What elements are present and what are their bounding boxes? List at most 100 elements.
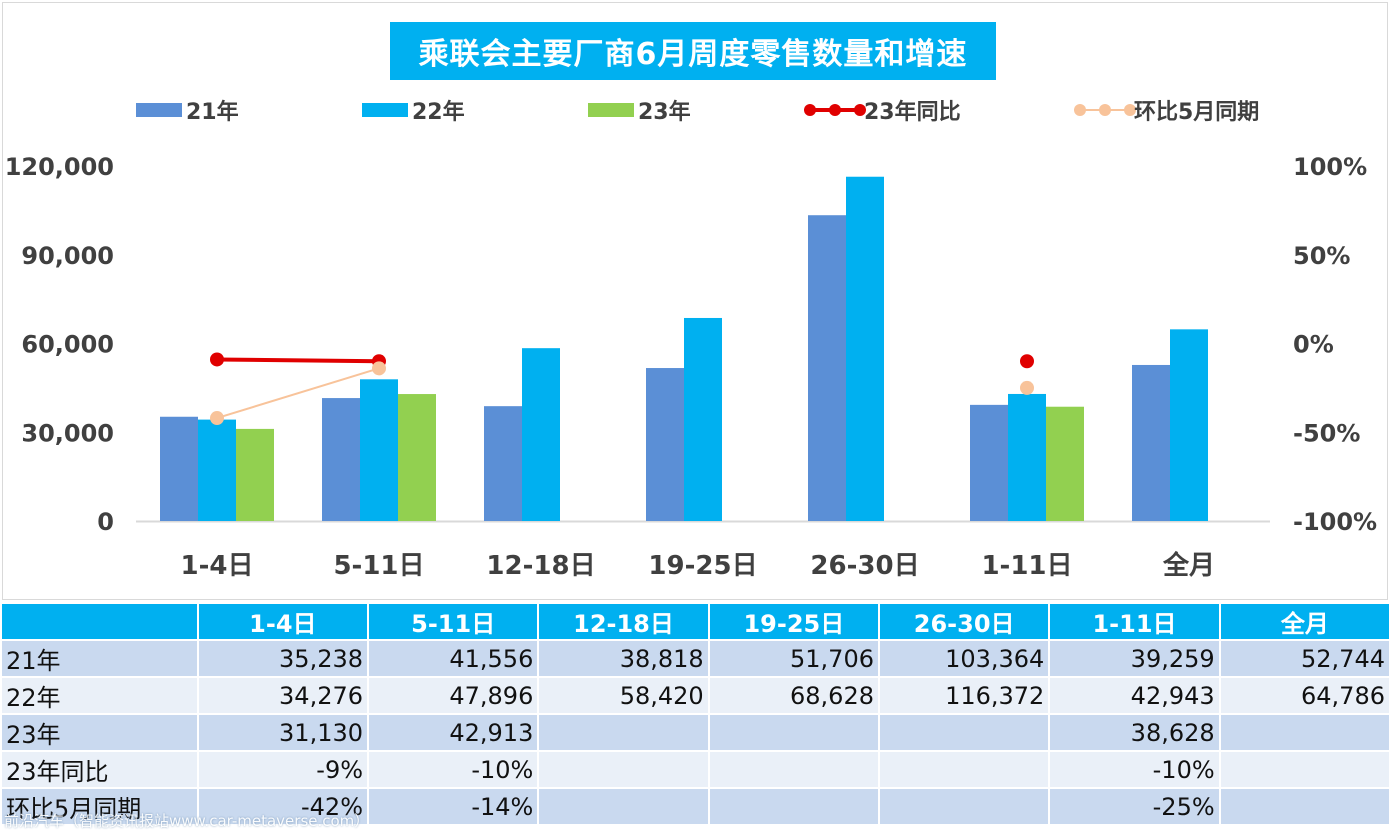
table-cell: [539, 715, 708, 750]
table-cell: [709, 715, 878, 750]
table-row: 21年 35,238 41,556 38,818 51,706 103,364 39,259…: [2, 641, 1389, 676]
table-cell: -10%: [369, 752, 538, 787]
y-tick-label: 60,000: [21, 331, 114, 359]
table-cell: [1220, 789, 1389, 824]
legend-label: 23年同比: [864, 99, 961, 125]
table-cell: 35,238: [198, 641, 368, 676]
table-cell: -9%: [198, 752, 368, 787]
table-cell: [880, 789, 1049, 824]
bar: [1132, 364, 1170, 521]
table-row-label: 21年: [2, 641, 197, 676]
table-cell: 31,130: [198, 715, 368, 750]
legend-label: 21年: [186, 99, 239, 125]
legend-marker: [829, 104, 841, 116]
y2-tick-label: -50%: [1293, 419, 1360, 447]
legend-swatch: [362, 103, 408, 117]
table-cell: [539, 789, 708, 824]
bar: [398, 394, 436, 521]
chart-title: 乘联会主要厂商6月周度零售数量和增速: [390, 22, 996, 80]
table-cell: 39,259: [1050, 641, 1219, 676]
series-line: [216, 357, 380, 364]
table-body: 21年 35,238 41,556 38,818 51,706 103,364 39,259…: [2, 641, 1389, 824]
bar: [684, 317, 722, 521]
table-cell: [709, 752, 878, 787]
watermark-text: 前沿汽车（智能资讯报站www.car-metaverse.com）: [4, 812, 370, 830]
legend-label: 22年: [412, 99, 465, 125]
y2-tick-label: 100%: [1293, 153, 1367, 181]
legend-swatch: [136, 103, 182, 117]
bar: [970, 404, 1008, 521]
bar: [360, 379, 398, 521]
table-header: 1-11日: [1050, 604, 1219, 639]
table-header: 19-25日: [709, 604, 878, 639]
table-cell: -10%: [1050, 752, 1219, 787]
y-tick-label: 120,000: [5, 153, 114, 181]
table-row: 23年 31,130 42,913 38,628: [2, 715, 1389, 750]
chart-plot: 0 30,000 60,000 90,000 120,000 -100% -50% 0% 50%…: [5, 99, 1377, 581]
table-row: 23年同比 -9% -10% -10%: [2, 752, 1389, 787]
table-header-row: 1-4日 5-11日 12-18日 19-25日 26-30日 1-11日 全月: [2, 604, 1389, 639]
line-point: [1020, 354, 1034, 369]
table-cell: 42,943: [1050, 678, 1219, 713]
table-cell: 68,628: [709, 678, 878, 713]
x-tick-label: 19-25日: [648, 551, 757, 581]
table-row-label: 环比5月同期: [2, 789, 197, 824]
bar: [236, 428, 274, 521]
legend-marker: [804, 104, 816, 116]
y2-tick-label: 50%: [1293, 242, 1350, 270]
bar: [646, 368, 684, 521]
y2-tick-label: -100%: [1293, 508, 1377, 536]
table-row: 22年 34,276 47,896 58,420 68,628 116,372 42,943…: [2, 678, 1389, 713]
x-tick-label: 5-11日: [333, 551, 424, 581]
x-tick-label: 12-18日: [486, 551, 595, 581]
series-line: [216, 367, 380, 420]
legend-marker: [1124, 104, 1136, 116]
line-point: [210, 352, 224, 367]
x-tick-label: 26-30日: [810, 551, 919, 581]
table-header: 12-18日: [539, 604, 708, 639]
table-cell: -42%: [198, 789, 368, 824]
bar: [1170, 329, 1208, 521]
y-tick-label: 30,000: [21, 419, 114, 447]
table-header: 1-4日: [198, 604, 368, 639]
table-row: 环比5月同期 -42% -14% -25%: [2, 789, 1389, 824]
table-row-label: 23年同比: [2, 752, 197, 787]
bar: [1046, 406, 1084, 521]
legend-label: 23年: [638, 99, 691, 125]
table-cell: 38,628: [1050, 715, 1219, 750]
bar: [1008, 393, 1046, 521]
bar: [808, 215, 846, 521]
table-cell: 42,913: [369, 715, 538, 750]
bar: [322, 398, 360, 521]
table-cell: 116,372: [880, 678, 1049, 713]
table-cell: 34,276: [198, 678, 368, 713]
bar: [160, 416, 198, 521]
legend-marker: [854, 104, 866, 116]
x-tick-label: 1-11日: [981, 551, 1072, 581]
legend-marker: [1099, 104, 1111, 116]
legend-label: 环比5月同期: [1134, 100, 1259, 125]
data-table: 1-4日 5-11日 12-18日 19-25日 26-30日 1-11日 全月…: [0, 602, 1391, 826]
table-corner: [2, 604, 197, 639]
table-cell: 51,706: [709, 641, 878, 676]
x-tick-label: 全月: [1162, 550, 1215, 581]
table-cell: -14%: [369, 789, 538, 824]
table-header: 全月: [1220, 604, 1389, 639]
y-tick-label: 0: [97, 508, 114, 536]
y2-tick-label: 0%: [1293, 331, 1334, 359]
table-cell: [1220, 752, 1389, 787]
table-row-label: 23年: [2, 715, 197, 750]
bar: [846, 176, 884, 521]
table-cell: 47,896: [369, 678, 538, 713]
table-cell: [539, 752, 708, 787]
table-cell: [1220, 715, 1389, 750]
table-cell: [709, 789, 878, 824]
line-point: [372, 361, 386, 376]
table-cell: 64,786: [1220, 678, 1389, 713]
line-point: [210, 411, 224, 426]
table-cell: -25%: [1050, 789, 1219, 824]
table-cell: 52,744: [1220, 641, 1389, 676]
table-cell: [880, 715, 1049, 750]
table-cell: 38,818: [539, 641, 708, 676]
bar: [484, 406, 522, 521]
